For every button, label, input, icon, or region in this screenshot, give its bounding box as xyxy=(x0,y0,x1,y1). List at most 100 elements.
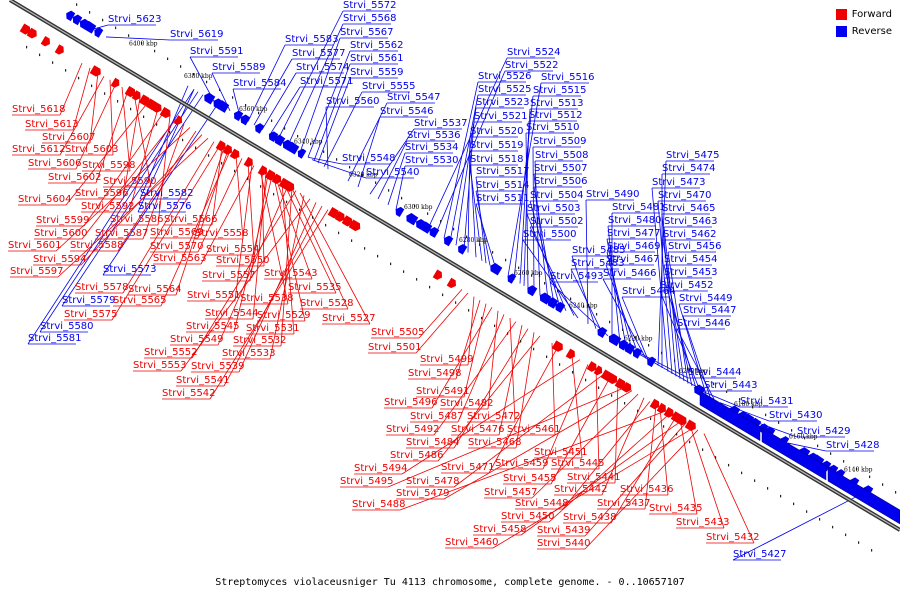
forward-gene-leader xyxy=(252,172,267,320)
legend-reverse-label: Reverse xyxy=(851,26,892,37)
forward-gene-leader xyxy=(269,195,305,360)
ruler-tick xyxy=(702,448,704,451)
reverse-gene-leader xyxy=(570,268,603,333)
reverse-gene xyxy=(490,263,503,276)
forward-gene-label: Strvi_5501 xyxy=(368,342,422,353)
reverse-gene-label: Strvi_5540 xyxy=(366,167,420,178)
ruler-tick xyxy=(466,235,468,239)
ruler-tick xyxy=(284,127,286,130)
forward-gene-leader xyxy=(191,190,297,359)
forward-gene-label: Strvi_5549 xyxy=(170,334,224,345)
reverse-gene-label: Strvi_5567 xyxy=(340,27,394,38)
ruler-tick xyxy=(271,119,273,122)
forward-gene-label: Strvi_5551 xyxy=(187,290,241,301)
reverse-gene-leader xyxy=(571,255,597,329)
forward-gene-leader xyxy=(550,377,611,485)
forward-gene xyxy=(684,419,696,432)
forward-gene-label: Strvi_5542 xyxy=(162,388,216,399)
ruler-tick xyxy=(442,293,444,297)
forward-gene xyxy=(334,211,345,222)
ruler-tick xyxy=(583,305,585,308)
reverse-gene-label: Strvi_5576 xyxy=(138,201,192,212)
forward-gene xyxy=(222,144,232,155)
ruler-tick xyxy=(765,413,767,417)
ruler-tick xyxy=(663,425,665,428)
ruler-tick xyxy=(843,460,845,463)
reverse-gene-leader xyxy=(307,156,343,165)
forward-gene-label: Strvi_5604 xyxy=(18,194,72,205)
ruler-tick xyxy=(156,123,158,126)
forward-gene-label: Strvi_5436 xyxy=(620,484,674,495)
reverse-gene xyxy=(286,141,300,155)
forward-gene-leader xyxy=(455,300,481,380)
forward-gene-label: Strvi_5532 xyxy=(233,335,287,346)
reverse-gene-leader xyxy=(369,128,415,195)
ruler-label: 6180 kbp xyxy=(734,401,763,408)
strand-legend: Forward Reverse xyxy=(835,6,892,40)
reverse-gene-leader xyxy=(139,85,189,200)
reverse-gene-label: Strvi_5619 xyxy=(170,29,224,40)
forward-gene-label: Strvi_5433 xyxy=(676,517,730,528)
reverse-gene-leader xyxy=(395,165,406,210)
forward-gene-leader xyxy=(275,178,313,280)
forward-gene-label: Strvi_5594 xyxy=(33,254,87,265)
ruler-tick xyxy=(858,541,860,544)
reverse-gene xyxy=(420,221,433,234)
reverse-gene-leader xyxy=(602,278,647,359)
reverse-gene xyxy=(406,213,419,226)
ruler-tick xyxy=(559,363,561,366)
reverse-gene-label: Strvi_5571 xyxy=(300,76,354,87)
forward-gene-label: Strvi_5442 xyxy=(554,484,608,495)
ruler-tick xyxy=(403,270,405,273)
reverse-gene-label: Strvi_5522 xyxy=(505,60,559,71)
forward-gene xyxy=(243,156,253,168)
reverse-gene-label: Strvi_5536 xyxy=(407,130,461,141)
forward-gene xyxy=(152,102,162,113)
reverse-gene-labels: Strvi_5623 Strvi_5619 Strvi_5591 Strvi_5589… xyxy=(28,0,880,560)
forward-gene-label: Strvi_5460 xyxy=(445,537,499,548)
ruler-tick xyxy=(169,131,171,134)
ruler-label: 6280 kbp xyxy=(459,237,488,244)
reverse-gene-leader xyxy=(299,37,341,153)
ruler-tick xyxy=(299,208,301,211)
reverse-gene-label: Strvi_5444 xyxy=(688,367,742,378)
forward-gene xyxy=(586,361,597,372)
forward-gene-label: Strvi_5541 xyxy=(176,375,230,386)
reverse-gene-leader xyxy=(377,140,408,200)
forward-gene-leader xyxy=(234,164,253,302)
reverse-gene-label: Strvi_5591 xyxy=(190,46,244,57)
ruler-tick xyxy=(117,100,119,103)
forward-gene-label: Strvi_5558 xyxy=(195,228,249,239)
forward-gene-label: Strvi_5564 xyxy=(128,284,182,295)
reverse-gene-label: Strvi_5485 xyxy=(572,245,626,256)
ruler-tick xyxy=(596,313,598,316)
forward-gene-leader xyxy=(233,176,273,333)
forward-gene-leader xyxy=(487,310,499,410)
forward-gene-label: Strvi_5455 xyxy=(503,473,557,484)
ruler-label: 6200 kbp xyxy=(679,368,708,375)
forward-gene-label: Strvi_5492 xyxy=(386,424,440,435)
forward-gene-label: Strvi_5578 xyxy=(75,282,129,293)
reverse-gene-leader xyxy=(525,132,529,289)
ruler-label: 6260 kbp xyxy=(514,270,543,277)
forward-gene xyxy=(159,106,171,119)
forward-gene-labels: Strvi_5618 Strvi_5613 Strvi_5607Strvi_5612… xyxy=(8,104,760,549)
reverse-gene-label: Strvi_5589 xyxy=(212,62,266,73)
reverse-gene-label: Strvi_5526 xyxy=(478,71,532,82)
forward-gene-label: Strvi_5495 xyxy=(340,476,394,487)
forward-gene-leader xyxy=(415,292,469,354)
forward-gene xyxy=(677,415,687,426)
forward-gene-label: Strvi_5486 xyxy=(390,450,444,461)
forward-gene-label: Strvi_5565 xyxy=(113,295,167,306)
ruler-tick xyxy=(481,316,483,320)
reverse-gene-label: Strvi_5473 xyxy=(652,177,706,188)
forward-gene-label: Strvi_5505 xyxy=(371,327,425,338)
forward-gene-leader xyxy=(157,115,171,226)
reverse-gene-label: Strvi_5518 xyxy=(470,154,524,165)
reverse-gene-label: Strvi_5582 xyxy=(140,188,194,199)
ruler-tick xyxy=(637,409,639,413)
forward-gene-label: Strvi_5494 xyxy=(354,463,408,474)
reverse-gene-leader xyxy=(247,44,286,122)
forward-gene-leader xyxy=(209,209,329,400)
